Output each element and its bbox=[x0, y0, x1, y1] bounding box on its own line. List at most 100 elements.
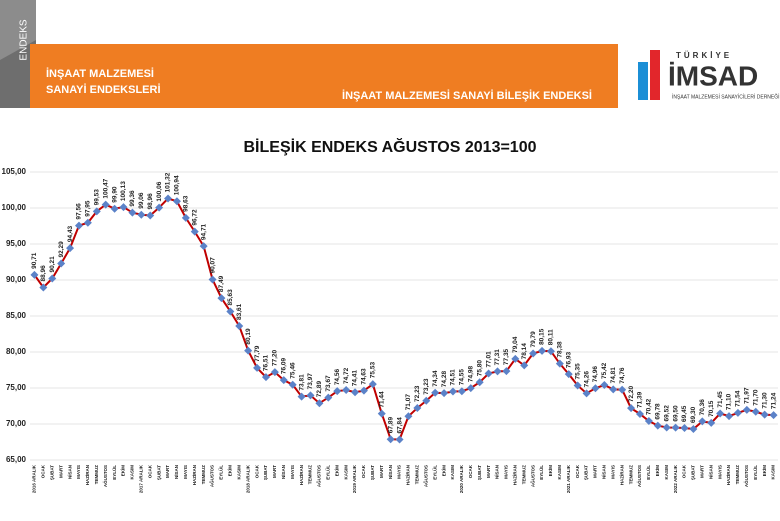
marker bbox=[377, 409, 386, 418]
y-tick-label: 90,00 bbox=[6, 275, 27, 284]
data-label: 99,90 bbox=[111, 186, 118, 203]
marker bbox=[618, 385, 627, 394]
x-tick-label: MART bbox=[593, 465, 598, 478]
x-tick-label: MART bbox=[165, 465, 170, 478]
marker bbox=[573, 381, 582, 390]
data-label: 77,79 bbox=[254, 345, 261, 362]
marker bbox=[48, 274, 57, 283]
x-tick-label: MART bbox=[379, 465, 384, 478]
data-label: 100,47 bbox=[102, 178, 109, 198]
data-label: 79,79 bbox=[530, 331, 537, 348]
y-tick-label: 65,00 bbox=[6, 455, 27, 464]
x-tick-label: ŞUBAT bbox=[370, 465, 375, 480]
x-tick-label: MAYIS bbox=[717, 465, 722, 479]
data-label: 74,26 bbox=[583, 371, 590, 388]
marker bbox=[725, 412, 734, 421]
marker bbox=[555, 359, 564, 368]
data-label: 99,06 bbox=[138, 192, 145, 209]
brand-top: TÜRKİYE bbox=[676, 51, 732, 60]
data-label: 67,84 bbox=[396, 417, 403, 434]
data-label: 74,28 bbox=[441, 371, 448, 388]
x-tick-label: ŞUBAT bbox=[584, 465, 589, 480]
data-label: 90,21 bbox=[49, 256, 56, 273]
x-tick-label: MAYIS bbox=[397, 465, 402, 479]
x-tick-label: 2016 ARALIK bbox=[32, 464, 37, 493]
data-label: 75,42 bbox=[601, 362, 608, 379]
marker bbox=[208, 275, 217, 284]
marker bbox=[591, 384, 600, 393]
marker bbox=[261, 373, 270, 382]
data-label: 74,51 bbox=[450, 369, 457, 386]
marker bbox=[395, 435, 404, 444]
data-label: 83,61 bbox=[236, 303, 243, 320]
left-title: SANAYİ ENDEKSLERİ bbox=[46, 83, 161, 96]
marker bbox=[92, 207, 101, 216]
marker bbox=[83, 218, 92, 227]
x-tick-label: NİSAN bbox=[173, 465, 179, 479]
x-tick-label: HAZİRAN bbox=[511, 465, 517, 485]
x-tick-label: MAYIS bbox=[183, 465, 188, 479]
x-tick-label: HAZİRAN bbox=[84, 465, 90, 485]
marker bbox=[244, 346, 253, 355]
data-label: 80,15 bbox=[539, 328, 546, 345]
data-label: 74,72 bbox=[343, 367, 350, 384]
data-label: 74,56 bbox=[334, 369, 341, 386]
x-tick-label: NİSAN bbox=[494, 465, 500, 479]
data-label: 72,89 bbox=[316, 381, 323, 398]
x-tick-label: OCAK bbox=[254, 464, 259, 478]
marker bbox=[502, 367, 511, 376]
marker bbox=[333, 387, 342, 396]
data-label: 69,78 bbox=[655, 403, 662, 420]
x-tick-label: OCAK bbox=[682, 464, 687, 478]
data-label: 96,72 bbox=[191, 209, 198, 226]
marker bbox=[57, 259, 66, 268]
x-tick-label: EYLÜL bbox=[538, 465, 544, 480]
brand-icon bbox=[638, 62, 648, 100]
y-tick-label: 80,00 bbox=[6, 347, 27, 356]
x-tick-label: TEMMUZ bbox=[415, 465, 420, 484]
data-label: 71,24 bbox=[770, 392, 777, 409]
data-label: 76,93 bbox=[565, 351, 572, 368]
marker bbox=[101, 200, 110, 209]
x-tick-label: MART bbox=[486, 465, 491, 478]
brand: İMSAD bbox=[668, 60, 758, 91]
y-tick-label: 100,00 bbox=[2, 203, 27, 212]
data-label: 69,30 bbox=[690, 406, 697, 423]
marker bbox=[297, 392, 306, 401]
marker bbox=[538, 346, 547, 355]
data-label: 79,04 bbox=[512, 336, 519, 353]
x-tick-label: NİSAN bbox=[66, 465, 72, 479]
marker bbox=[742, 405, 751, 414]
marker bbox=[431, 388, 440, 397]
data-label: 90,71 bbox=[31, 252, 38, 269]
marker bbox=[440, 389, 449, 398]
x-tick-label: NİSAN bbox=[280, 465, 286, 479]
marker bbox=[39, 283, 48, 292]
y-tick-label: 105,00 bbox=[2, 167, 27, 176]
data-label: 71,54 bbox=[735, 390, 742, 407]
data-label: 73,23 bbox=[423, 378, 430, 395]
marker bbox=[716, 409, 725, 418]
data-label: 69,50 bbox=[672, 405, 679, 422]
x-tick-label: EKİM bbox=[227, 465, 233, 477]
data-label: 100,06 bbox=[156, 181, 163, 201]
data-label: 75,46 bbox=[289, 362, 296, 379]
marker bbox=[235, 322, 244, 331]
marker bbox=[680, 423, 689, 432]
data-label: 71,07 bbox=[405, 394, 412, 411]
data-label: 71,70 bbox=[752, 389, 759, 406]
marker bbox=[413, 403, 422, 412]
data-label: 71,97 bbox=[744, 387, 751, 404]
x-tick-label: OCAK bbox=[468, 464, 473, 478]
marker bbox=[199, 242, 208, 251]
marker bbox=[653, 421, 662, 430]
data-label: 73,81 bbox=[298, 374, 305, 391]
data-label: 71,45 bbox=[717, 391, 724, 408]
data-label: 100,13 bbox=[120, 181, 127, 201]
marker bbox=[359, 386, 368, 395]
marker bbox=[315, 399, 324, 408]
x-tick-label: OCAK bbox=[575, 464, 580, 478]
data-label: 74,98 bbox=[468, 365, 475, 382]
x-tick-label: MART bbox=[58, 465, 63, 478]
